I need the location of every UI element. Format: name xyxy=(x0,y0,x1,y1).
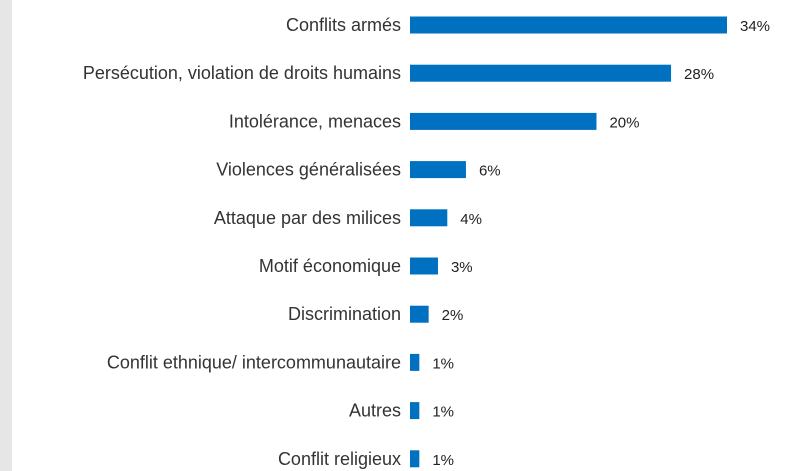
category-label: Violences généralisées xyxy=(216,160,401,180)
category-label: Persécution, violation de droits humains xyxy=(83,63,401,83)
category-label: Autres xyxy=(349,401,401,421)
value-label: 4% xyxy=(460,211,482,228)
value-label: 1% xyxy=(432,404,454,421)
bars xyxy=(410,16,727,468)
bar xyxy=(410,161,466,179)
value-label: 34% xyxy=(740,18,770,35)
category-label: Discrimination xyxy=(288,304,401,324)
bar xyxy=(410,305,429,323)
value-label: 2% xyxy=(442,307,464,324)
bar xyxy=(410,450,420,468)
value-label: 28% xyxy=(684,66,714,83)
value-label: 20% xyxy=(609,114,639,131)
category-label: Conflit religieux xyxy=(278,449,401,469)
category-label: Conflit ethnique/ intercommunautaire xyxy=(107,352,401,372)
category-label: Attaque par des milices xyxy=(214,208,401,228)
bar xyxy=(410,16,727,34)
bar xyxy=(410,402,420,420)
category-label: Conflits armés xyxy=(286,15,401,35)
category-labels: Conflits armés Persécution, violation de … xyxy=(83,15,401,469)
category-label: Motif économique xyxy=(259,256,401,276)
bar xyxy=(410,64,672,82)
category-label: Intolérance, menaces xyxy=(229,111,401,131)
value-label: 3% xyxy=(451,259,473,276)
value-labels: 34% 28% 20% 6% 4% 3% 2% 1% 1% 1% xyxy=(432,18,770,469)
value-label: 1% xyxy=(432,452,454,469)
value-label: 1% xyxy=(432,355,454,372)
bar-chart: Conflits armés Persécution, violation de … xyxy=(83,15,770,469)
bar xyxy=(410,209,448,227)
value-label: 6% xyxy=(479,163,501,180)
bar xyxy=(410,257,438,275)
bar xyxy=(410,112,597,130)
bar xyxy=(410,353,420,371)
chart-panel: Conflits armés Persécution, violation de … xyxy=(12,0,799,471)
